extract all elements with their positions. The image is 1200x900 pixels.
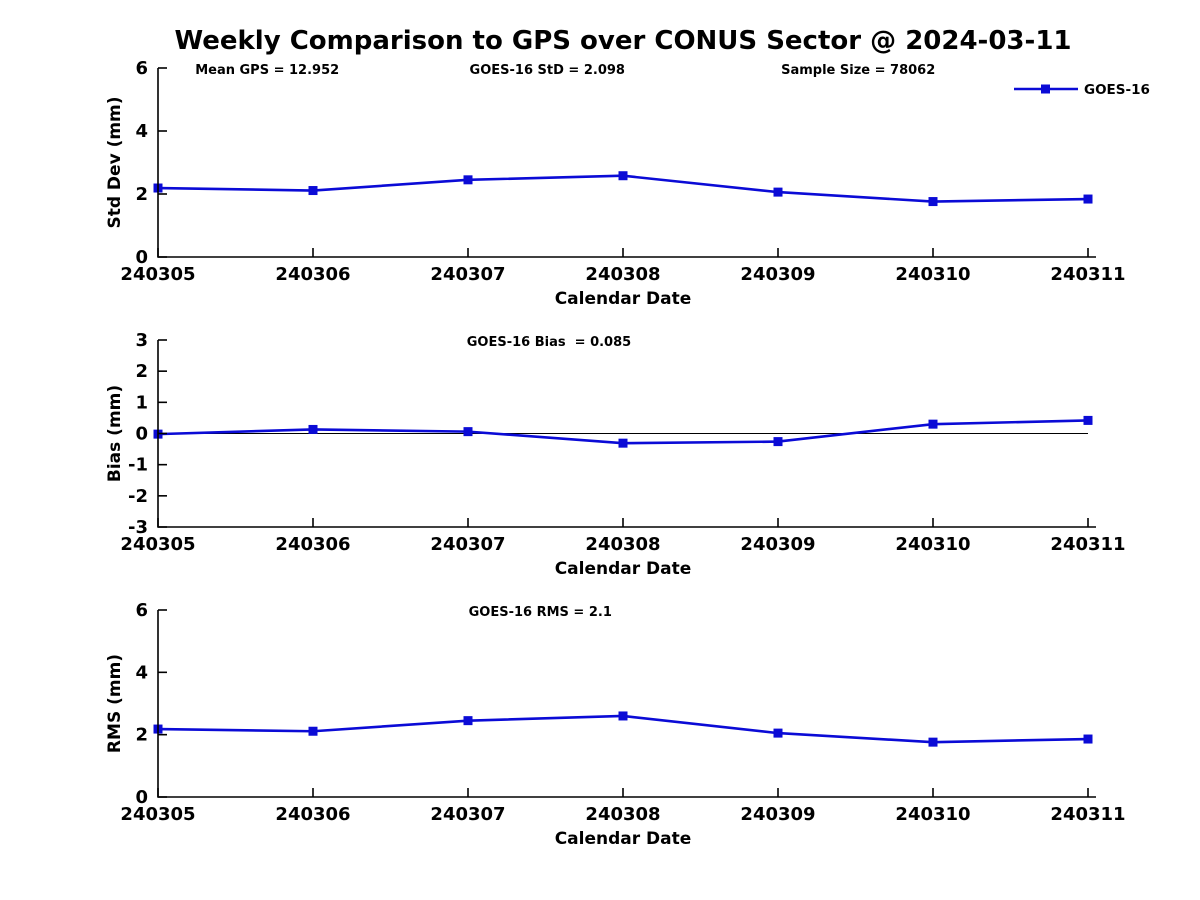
legend: GOES-16 <box>1014 82 1150 98</box>
data-point-marker <box>773 437 783 447</box>
y-tick-label: 2 <box>135 184 148 205</box>
data-point-marker <box>463 716 473 726</box>
data-point-marker <box>773 728 783 738</box>
x-tick-label: 240307 <box>430 804 505 825</box>
y-tick-label: -1 <box>128 455 148 476</box>
x-tick-label: 240309 <box>740 534 815 555</box>
y-tick-label: 6 <box>135 58 148 79</box>
x-tick-label: 240307 <box>430 534 505 555</box>
x-tick-label: 240311 <box>1050 534 1125 555</box>
axes-spines <box>157 610 1096 798</box>
data-point-marker <box>928 419 938 429</box>
y-tick-label: 1 <box>135 392 148 413</box>
data-point-marker <box>308 424 318 434</box>
annotation-std-dev: Mean GPS = 12.952 <box>195 63 339 78</box>
y-tick-label: 4 <box>135 121 148 142</box>
y-tick-label: -3 <box>128 517 148 538</box>
y-tick-label: 2 <box>135 361 148 382</box>
data-point-marker <box>773 187 783 197</box>
y-tick-label: 2 <box>135 725 148 746</box>
x-tick-label: 240311 <box>1050 264 1125 285</box>
y-tick-label: 3 <box>135 330 148 351</box>
subplot-std-dev: 0 2 4 6 240305 240306 240307 240308 240309 240310… <box>105 58 1150 309</box>
axes-spines <box>157 68 1096 258</box>
annotation-bias: GOES-16 Bias = 0.085 <box>467 335 631 350</box>
x-tick-label: 240305 <box>120 534 195 555</box>
data-point-marker <box>463 175 473 185</box>
x-axis-label: Calendar Date <box>555 559 692 579</box>
x-tick-label: 240305 <box>120 264 195 285</box>
data-point-marker <box>618 171 628 181</box>
annotation-rms: GOES-16 RMS = 2.1 <box>469 605 612 620</box>
y-axis-label: RMS (mm) <box>105 654 125 753</box>
data-point-marker <box>463 427 473 437</box>
x-tick-label: 240308 <box>585 804 660 825</box>
x-tick-label: 240308 <box>585 534 660 555</box>
y-axis-label: Bias (mm) <box>105 385 125 482</box>
x-axis-label: Calendar Date <box>555 289 692 309</box>
y-tick-label: 4 <box>135 662 148 683</box>
data-point-marker <box>1083 415 1093 425</box>
y-tick-label: 0 <box>135 424 148 445</box>
legend-label: GOES-16 <box>1084 82 1150 98</box>
x-tick-label: 240309 <box>740 264 815 285</box>
data-point-marker <box>928 737 938 747</box>
figure-title: Weekly Comparison to GPS over CONUS Sect… <box>174 26 1072 56</box>
data-point-marker <box>928 197 938 207</box>
x-tick-label: 240308 <box>585 264 660 285</box>
y-tick-label: 6 <box>135 600 148 621</box>
data-point-marker <box>308 186 318 196</box>
x-tick-label: 240310 <box>895 264 970 285</box>
x-tick-label: 240307 <box>430 264 505 285</box>
annotation-std-dev: GOES-16 StD = 2.098 <box>470 63 625 78</box>
x-tick-label: 240306 <box>275 534 350 555</box>
data-point-marker <box>1083 194 1093 204</box>
x-tick-label: 240311 <box>1050 804 1125 825</box>
y-tick-label: -2 <box>128 486 148 507</box>
x-tick-label: 240310 <box>895 534 970 555</box>
x-tick-label: 240306 <box>275 264 350 285</box>
x-tick-label: 240309 <box>740 804 815 825</box>
x-tick-label: 240305 <box>120 804 195 825</box>
x-axis-label: Calendar Date <box>555 829 692 849</box>
annotation-std-dev: Sample Size = 78062 <box>781 63 935 78</box>
x-tick-label: 240306 <box>275 804 350 825</box>
y-axis-label: Std Dev (mm) <box>105 96 125 228</box>
data-point-marker <box>618 711 628 721</box>
legend-marker <box>1041 84 1050 94</box>
x-tick-label: 240310 <box>895 804 970 825</box>
data-point-marker <box>308 726 318 736</box>
subplot-rms: 0 2 4 6 240305 240306 240307 240308 240309 240310… <box>105 600 1126 849</box>
data-point-marker <box>618 438 628 448</box>
data-point-marker <box>1083 734 1093 744</box>
y-tick-label: 0 <box>135 247 148 268</box>
y-tick-label: 0 <box>135 787 148 808</box>
